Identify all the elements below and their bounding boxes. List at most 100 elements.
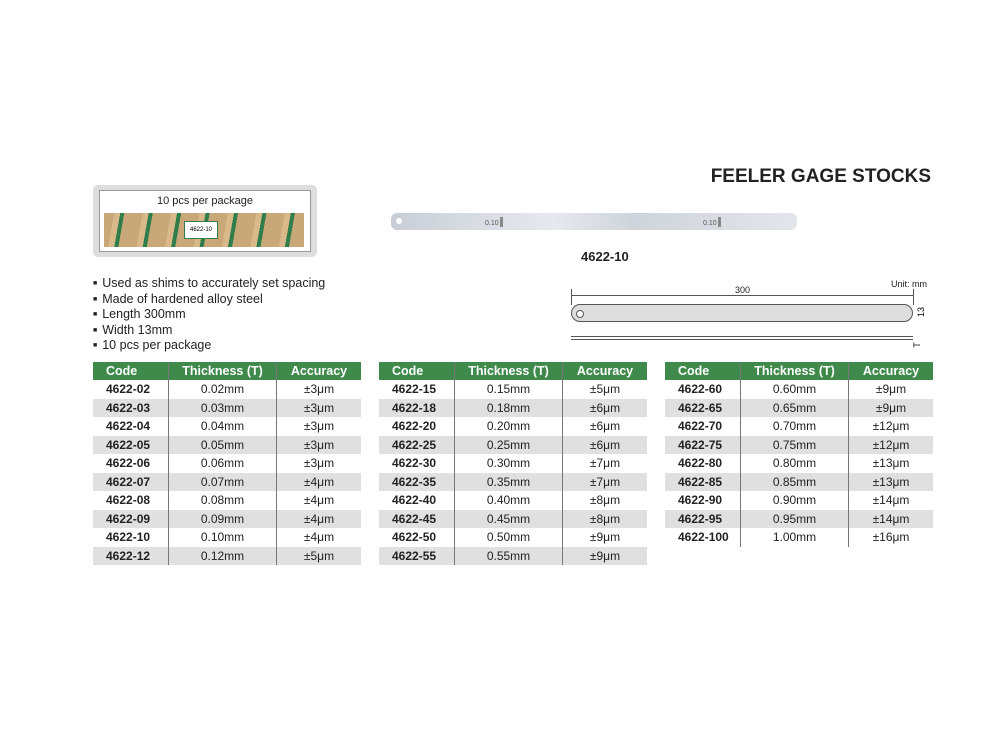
- width-dimension: 13: [916, 306, 927, 318]
- blade-mark: 0.10: [703, 220, 717, 227]
- column-header: Code: [379, 362, 455, 380]
- table-cell: 0.70mm: [740, 417, 849, 436]
- package-photo-frame: 10 pcs per package 4622-10: [93, 185, 317, 257]
- table-cell: ±4μm: [303, 530, 335, 545]
- table-cell: ±5μm: [589, 382, 621, 397]
- table-cell: ±14μm: [872, 493, 910, 508]
- table-cell: ±7μm: [562, 472, 647, 491]
- table-row: 4622-55 0.55mm ±9μm: [379, 546, 647, 565]
- table-row: 4622-95 0.95mm ±14μm: [665, 509, 933, 528]
- table-cell: 4622-12: [93, 546, 169, 565]
- table-cell: ±13μm: [872, 456, 910, 471]
- table-cell: 0.09mm: [168, 509, 277, 528]
- table-cell: ±12μm: [872, 419, 910, 434]
- table-cell: 0.05mm: [168, 435, 277, 454]
- feature-item: Length 300mm: [93, 307, 325, 323]
- table-row: 4622-35 0.35mm ±7μm: [379, 472, 647, 491]
- table-cell: 0.95mm: [740, 509, 849, 528]
- table-row: 4622-20 0.20mm ±6μm: [379, 417, 647, 436]
- table-cell: ±3μm: [303, 456, 335, 471]
- table-cell: ±9μm: [562, 546, 647, 565]
- table-cell: 0.50mm: [454, 528, 563, 547]
- blade-drawing: [571, 304, 913, 322]
- table-cell: 0.30mm: [454, 454, 563, 473]
- table-cell: 4622-85: [665, 472, 741, 491]
- table-row: 4622-06 0.06mm ±3μm: [93, 454, 361, 473]
- spec-table-1: Code Thickness (T) Accuracy 4622-02 0.02mm ±3…: [93, 362, 361, 565]
- table-row: 4622-65 0.65mm ±9μm: [665, 398, 933, 417]
- table-cell: ±6μm: [562, 435, 647, 454]
- table-row: 4622-25 0.25mm ±6μm: [379, 435, 647, 454]
- table-cell: 4622-90: [678, 493, 723, 508]
- column-header: Thickness (T): [740, 362, 849, 380]
- table-cell: 4622-09: [93, 509, 169, 528]
- table-cell: ±7μm: [589, 456, 621, 471]
- table-row: 4622-85 0.85mm ±13μm: [665, 472, 933, 491]
- length-dimension: 300: [735, 285, 751, 295]
- table-cell: 4622-80: [678, 456, 723, 471]
- table-cell: 0.55mm: [454, 546, 563, 565]
- feature-item: 10 pcs per package: [93, 338, 325, 354]
- table-cell: ±8μm: [562, 509, 647, 528]
- table-cell: 0.07mm: [168, 472, 277, 491]
- table-cell: 4622-03: [93, 398, 169, 417]
- table-row: 4622-75 0.75mm ±12μm: [665, 435, 933, 454]
- table-cell: ±6μm: [562, 398, 647, 417]
- table-cell: ±3μm: [276, 398, 361, 417]
- table-row: 4622-70 0.70mm ±12μm: [665, 417, 933, 436]
- table-cell: 0.25mm: [454, 435, 563, 454]
- table-cell: ±9μm: [875, 382, 907, 397]
- page-title: FEELER GAGE STOCKS: [710, 166, 931, 187]
- table-cell: ±3μm: [303, 382, 335, 397]
- package-tag: 4622-10: [184, 221, 218, 239]
- column-header: Code: [665, 362, 741, 380]
- column-header: Thickness (T): [168, 362, 277, 380]
- table-cell: 4622-10: [106, 530, 151, 545]
- spec-table-2: Code Thickness (T) Accuracy 4622-15 0.15mm ±5…: [379, 362, 647, 565]
- table-cell: 4622-07: [93, 472, 169, 491]
- table-row: 4622-18 0.18mm ±6μm: [379, 398, 647, 417]
- table-cell: 0.15mm: [454, 380, 563, 399]
- table-row: 4622-05 0.05mm ±3μm: [93, 435, 361, 454]
- table-cell: 4622-25: [379, 435, 455, 454]
- table-cell: 4622-05: [93, 435, 169, 454]
- table-cell: 0.10mm: [168, 528, 277, 547]
- spec-table-3: Code Thickness (T) Accuracy 4622-60 0.60mm ±9…: [665, 362, 933, 547]
- table-cell: ±6μm: [589, 419, 621, 434]
- table-cell: ±4μm: [303, 493, 335, 508]
- table-cell: 4622-45: [379, 509, 455, 528]
- column-header: Accuracy: [562, 362, 647, 380]
- table-cell: 4622-50: [392, 530, 437, 545]
- table-cell: 4622-06: [106, 456, 151, 471]
- table-cell: ±3μm: [303, 419, 335, 434]
- table-cell: ±12μm: [848, 435, 933, 454]
- table-cell: ±16μm: [872, 530, 910, 545]
- table-cell: 0.20mm: [454, 417, 563, 436]
- table-cell: 4622-15: [392, 382, 437, 397]
- column-header: Thickness (T): [454, 362, 563, 380]
- feature-item: Made of hardened alloy steel: [93, 292, 325, 308]
- table-cell: ±9μm: [848, 398, 933, 417]
- feature-list: Used as shims to accurately set spacing …: [93, 276, 325, 354]
- table-cell: 4622-40: [392, 493, 437, 508]
- table-cell: 4622-08: [106, 493, 151, 508]
- table-cell: 4622-02: [106, 382, 151, 397]
- table-cell: 0.12mm: [168, 546, 277, 565]
- table-cell: 4622-20: [392, 419, 437, 434]
- table-cell: 4622-04: [106, 419, 151, 434]
- table-row: 4622-40 0.40mm ±8μm: [379, 491, 647, 510]
- table-cell: ±4μm: [276, 509, 361, 528]
- table-cell: 4622-70: [678, 419, 723, 434]
- table-row: 4622-10 0.10mm ±4μm: [93, 528, 361, 547]
- table-cell: 0.03mm: [168, 398, 277, 417]
- table-cell: 0.18mm: [454, 398, 563, 417]
- table-cell: ±14μm: [848, 509, 933, 528]
- table-cell: 0.04mm: [168, 417, 277, 436]
- table-cell: 1.00mm: [740, 528, 849, 547]
- table-cell: ±3μm: [276, 435, 361, 454]
- blade-side-view: [571, 336, 913, 340]
- table-cell: 4622-30: [392, 456, 437, 471]
- table-row: 4622-03 0.03mm ±3μm: [93, 398, 361, 417]
- table-header: Code Thickness (T) Accuracy: [379, 362, 647, 380]
